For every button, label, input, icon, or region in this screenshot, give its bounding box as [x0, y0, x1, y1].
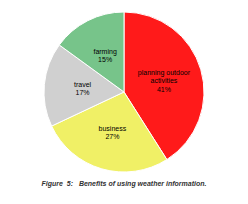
html-text:Figure 5: Benefits of using we: Figure 5: Benefits of using weather info… [41, 180, 207, 187]
svg-text:planning outdooractivities41%: planning outdooractivities41% [138, 68, 191, 92]
svg-text:business27%: business27% [99, 124, 127, 139]
svg-text:travel17%: travel17% [74, 80, 92, 96]
svg-text:farming15%: farming15% [93, 47, 116, 63]
